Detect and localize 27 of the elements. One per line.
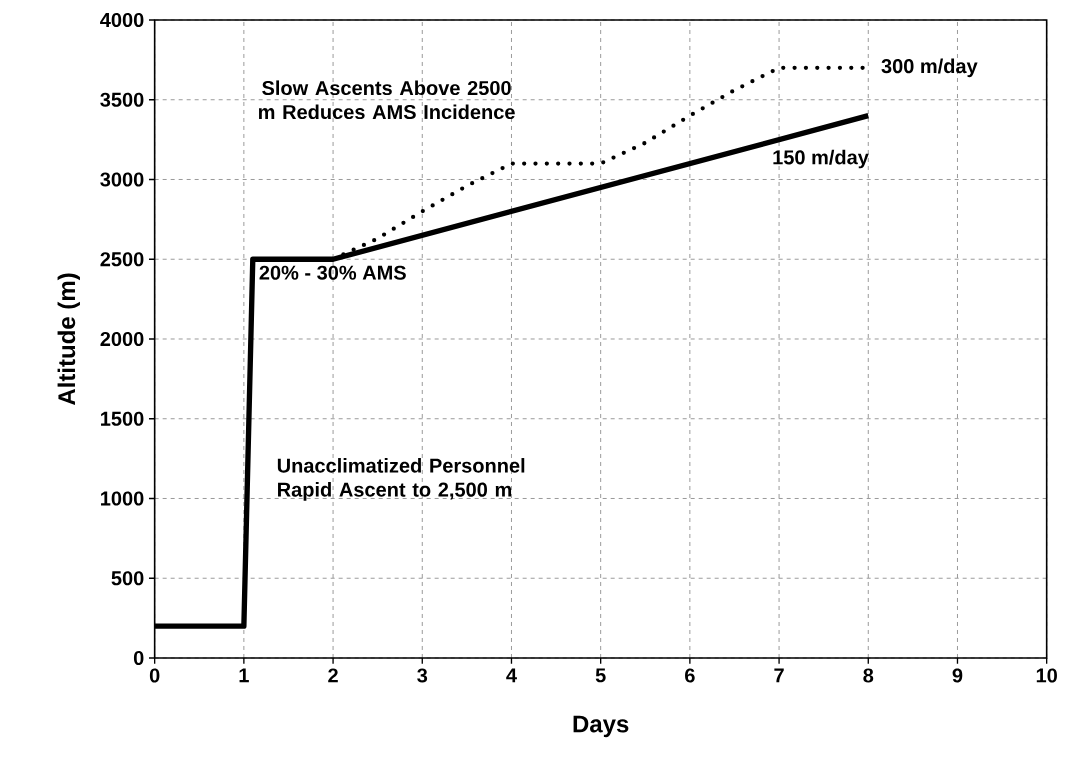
y-tick-label: 1000 [101, 491, 144, 506]
x-tick-label: 7 [774, 668, 784, 683]
x-tick-label: 8 [863, 668, 874, 683]
x-tick-label: 3 [417, 668, 428, 683]
y-tick-label: 4000 [100, 12, 144, 28]
x-tick-label: 4 [506, 668, 517, 683]
x-tick-label: 1 [239, 668, 249, 683]
x-tick-label: 10 [1036, 668, 1057, 683]
y-tick-label: 500 [111, 571, 144, 586]
y-tick-label: 0 [133, 650, 144, 666]
y-tick-label: 3500 [100, 92, 144, 107]
x-tick-label: 0 [149, 668, 160, 683]
y-axis-title: Altitude (m) [57, 273, 80, 406]
x-tick-label: 5 [595, 668, 606, 683]
y-tick-label: 2500 [100, 252, 144, 267]
x-axis-title: Days [573, 715, 629, 738]
x-tick-label: 6 [685, 668, 695, 683]
series-label: 300 m/day [881, 58, 978, 78]
series-label: 150 m/day [773, 149, 869, 169]
x-tick-label: 2 [328, 668, 338, 683]
y-tick-label: 2000 [100, 331, 144, 347]
x-tick-label: 9 [952, 668, 963, 683]
annotation: 20% - 30% AMS [259, 265, 406, 280]
annotation: Unacclimatized Personnel Rapid Ascent to 2,500 m [277, 458, 525, 501]
y-tick-label: 1500 [101, 411, 144, 426]
y-tick-label: 3000 [100, 172, 144, 187]
annotation: Slow Ascents Above 2500 m Reduces AMS Incidence [258, 80, 515, 120]
